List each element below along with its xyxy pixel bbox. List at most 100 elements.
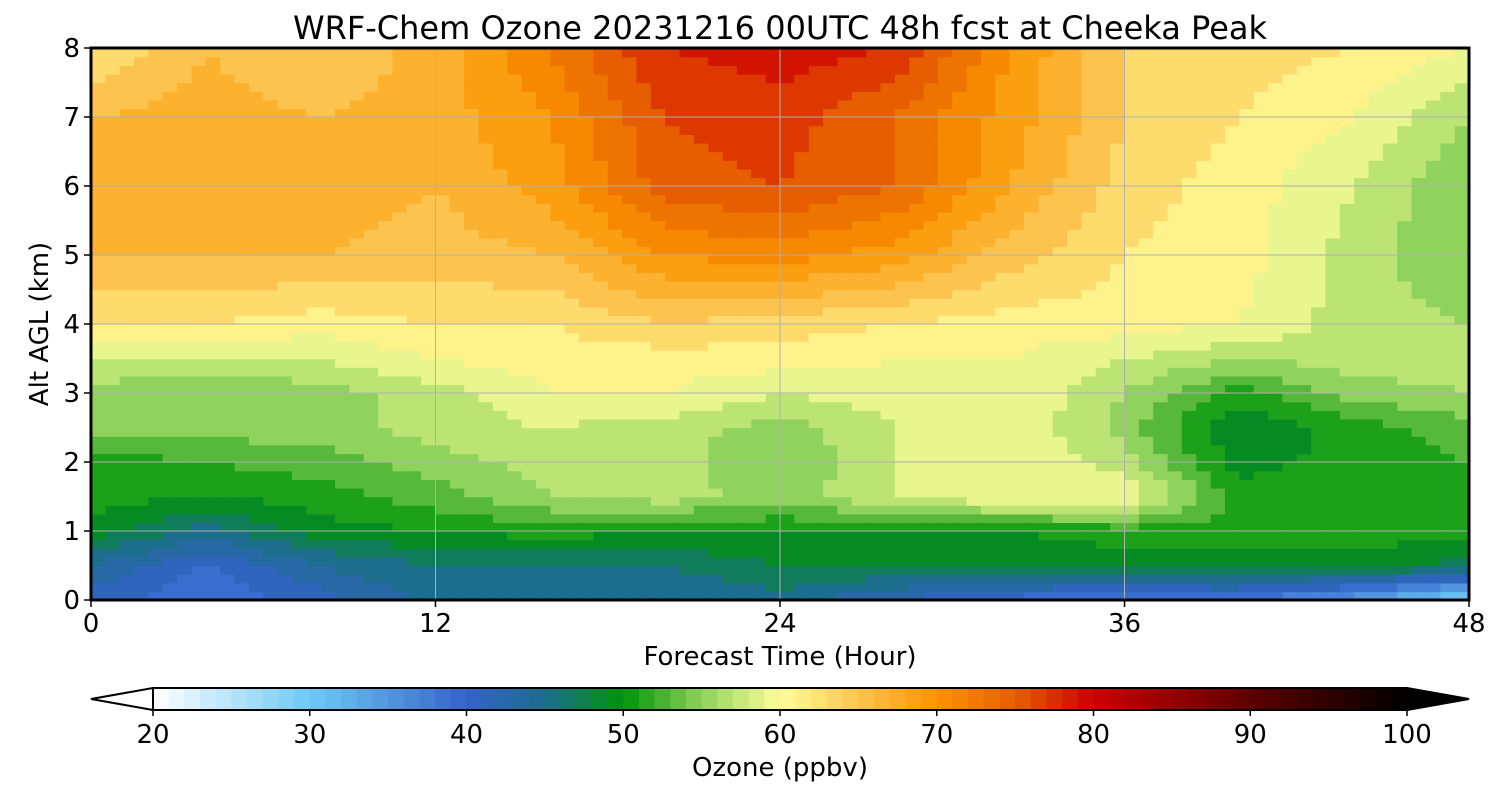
heatmap-cell <box>335 349 351 360</box>
heatmap-cell <box>966 393 982 403</box>
heatmap-cell <box>1296 255 1312 265</box>
heatmap-cell <box>1038 160 1054 170</box>
heatmap-cell <box>248 168 264 179</box>
heatmap-cell <box>1081 496 1097 506</box>
heatmap-cell <box>1138 487 1154 498</box>
heatmap-cell <box>263 349 279 360</box>
heatmap-cell <box>751 487 767 498</box>
heatmap-cell <box>736 186 752 196</box>
heatmap-cell <box>607 194 623 204</box>
heatmap-cell <box>335 151 351 161</box>
heatmap-cell <box>952 401 968 411</box>
heatmap-cell <box>923 177 939 187</box>
heatmap-cell <box>1095 375 1111 386</box>
heatmap-cell <box>1153 410 1169 420</box>
heatmap-cell <box>636 436 652 446</box>
heatmap-cell <box>952 582 968 593</box>
heatmap-cell <box>622 315 638 325</box>
heatmap-cell <box>320 453 336 463</box>
heatmap-cell <box>1311 436 1327 446</box>
heatmap-cell <box>780 453 796 463</box>
heatmap-cell <box>1009 298 1025 308</box>
heatmap-cell <box>1196 263 1212 273</box>
heatmap-cell <box>1268 531 1284 541</box>
heatmap-cell <box>995 160 1011 170</box>
heatmap-cell <box>1253 565 1269 575</box>
heatmap-cell <box>679 384 695 394</box>
heatmap-cell <box>952 160 968 170</box>
heatmap-cell <box>291 229 308 239</box>
heatmap-cell <box>320 177 336 187</box>
heatmap-cell <box>880 194 896 204</box>
heatmap-cell <box>1325 384 1341 394</box>
heatmap-cell <box>162 556 178 567</box>
heatmap-cell <box>1296 410 1312 420</box>
heatmap-cell <box>823 487 839 498</box>
heatmap-cell <box>593 384 609 394</box>
heatmap-cell <box>1325 444 1341 455</box>
heatmap-cell <box>435 151 451 161</box>
heatmap-cell <box>1325 436 1341 446</box>
heatmap-cell <box>636 479 652 489</box>
heatmap-cell <box>205 427 221 437</box>
heatmap-cell <box>291 246 308 256</box>
heatmap-cell <box>306 246 322 256</box>
heatmap-cell <box>1138 306 1154 317</box>
heatmap-cell <box>636 349 652 360</box>
heatmap-cell <box>507 410 523 420</box>
heatmap-cell <box>392 531 408 541</box>
heatmap-cell <box>335 556 351 567</box>
heatmap-cell <box>234 315 250 325</box>
heatmap-cell <box>607 487 623 498</box>
heatmap-cell <box>1397 306 1413 317</box>
heatmap-cell <box>335 470 351 480</box>
heatmap-cell <box>693 453 709 463</box>
ozone-heatmap <box>91 48 1469 600</box>
heatmap-cell <box>478 263 494 273</box>
heatmap-cell <box>1181 289 1197 299</box>
heatmap-cell <box>866 349 882 360</box>
heatmap-cell <box>923 229 939 239</box>
heatmap-cell <box>1210 168 1226 179</box>
heatmap-cell <box>1268 556 1284 567</box>
heatmap-cell <box>780 505 796 515</box>
heatmap-cell <box>1210 453 1226 463</box>
heatmap-cell <box>406 272 422 282</box>
heatmap-cell <box>794 263 810 273</box>
heatmap-cell <box>952 367 968 377</box>
heatmap-cell <box>464 280 480 291</box>
heatmap-cell <box>1095 151 1111 161</box>
heatmap-cell <box>593 315 609 325</box>
heatmap-cell <box>421 341 437 351</box>
heatmap-cell <box>693 168 709 179</box>
heatmap-cell <box>205 151 221 161</box>
heatmap-cell <box>722 470 738 480</box>
heatmap-cell <box>665 246 681 256</box>
heatmap-cell <box>636 315 652 325</box>
heatmap-cell <box>722 255 738 265</box>
heatmap-cell <box>1354 522 1370 532</box>
heatmap-cell <box>478 220 494 230</box>
heatmap-cell <box>980 496 997 506</box>
heatmap-cell <box>995 539 1011 549</box>
heatmap-cell <box>550 220 566 230</box>
heatmap-cell <box>220 487 236 498</box>
heatmap-cell <box>449 263 465 273</box>
heatmap-cell <box>1124 237 1140 248</box>
heatmap-cell <box>277 470 293 480</box>
heatmap-cell <box>392 280 408 291</box>
heatmap-cell <box>449 531 465 541</box>
heatmap-cell <box>406 410 422 420</box>
heatmap-cell <box>751 393 767 403</box>
heatmap-cell <box>1239 237 1255 248</box>
heatmap-cell <box>119 479 135 489</box>
heatmap-cell <box>277 582 293 593</box>
heatmap-cell <box>880 298 896 308</box>
heatmap-cell <box>851 427 867 437</box>
heatmap-cell <box>148 462 164 472</box>
heatmap-cell <box>1167 289 1183 299</box>
heatmap-cell <box>378 565 394 575</box>
heatmap-cell <box>995 194 1011 204</box>
heatmap-cell <box>952 556 968 567</box>
heatmap-cell <box>564 272 580 282</box>
